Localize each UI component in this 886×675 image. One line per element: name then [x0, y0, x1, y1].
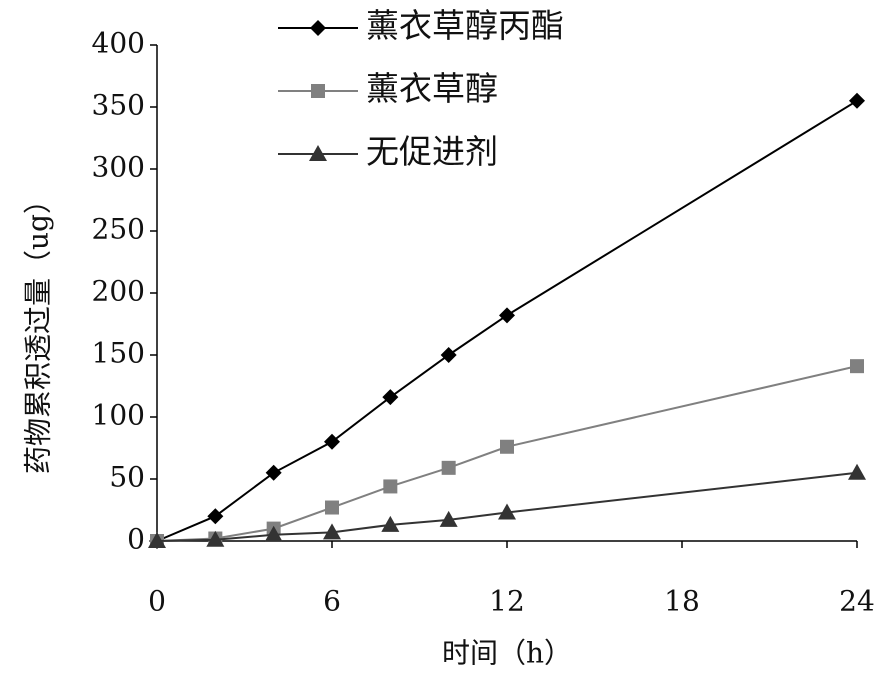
- x-tick-label: 24: [839, 585, 875, 618]
- x-tick-label: 6: [323, 585, 341, 618]
- series-line: [156, 471, 858, 542]
- y-tick-label: 400: [92, 27, 145, 60]
- data-point: [848, 463, 866, 480]
- y-tick-label: 150: [92, 337, 145, 370]
- legend-marker: [309, 145, 327, 161]
- data-point: [850, 359, 864, 374]
- data-point: [382, 389, 399, 406]
- legend-text: 薰衣草醇: [366, 69, 498, 108]
- series-line: [156, 365, 858, 542]
- x-tick-label: 12: [489, 585, 525, 618]
- series-line: [156, 99, 858, 542]
- data-point: [383, 479, 398, 494]
- data-point: [439, 510, 458, 527]
- data-point: [264, 525, 283, 542]
- x-tick-label: 0: [148, 585, 166, 618]
- y-tick-label: 50: [109, 461, 145, 494]
- y-tick-label: 250: [92, 213, 145, 246]
- legend-marker: [310, 20, 326, 36]
- x-tick-label: 18: [664, 585, 700, 618]
- data-point: [849, 92, 865, 109]
- y-tick-label: 100: [92, 399, 145, 432]
- y-axis-label: 药物累积透过量（ug）: [22, 186, 55, 474]
- legend-text: 薰衣草醇丙酯: [366, 6, 564, 45]
- legend-text: 无促进剂: [366, 132, 498, 171]
- data-point: [207, 508, 224, 525]
- data-point: [381, 515, 400, 532]
- data-point: [441, 460, 456, 475]
- data-point: [499, 307, 515, 324]
- legend-marker: [311, 84, 325, 98]
- data-point: [440, 347, 457, 363]
- data-point: [324, 433, 340, 450]
- data-point: [325, 500, 339, 515]
- y-tick-label: 300: [92, 151, 145, 184]
- data-point: [498, 503, 516, 520]
- data-point: [500, 439, 514, 454]
- data-point: [323, 523, 341, 540]
- data-point: [206, 530, 225, 547]
- y-tick-label: 0: [127, 523, 145, 556]
- data-point: [148, 532, 166, 548]
- y-tick-label: 350: [92, 89, 145, 122]
- x-axis-label: 时间（h）: [442, 637, 572, 670]
- y-tick-label: 200: [92, 275, 145, 308]
- data-point: [265, 464, 282, 481]
